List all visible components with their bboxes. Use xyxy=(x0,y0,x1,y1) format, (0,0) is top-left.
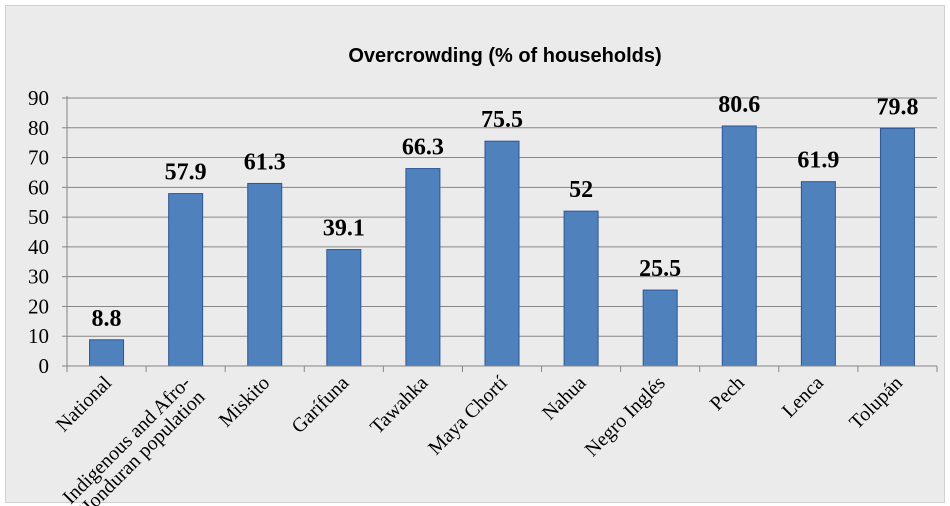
x-tick-label: Tawahka xyxy=(366,372,432,438)
y-tick-label: 0 xyxy=(39,354,50,378)
bar xyxy=(405,168,441,367)
y-tick-label: 40 xyxy=(28,235,49,259)
data-label: 79.8 xyxy=(876,94,918,120)
bar xyxy=(879,127,915,367)
bar xyxy=(168,193,204,367)
bar xyxy=(642,289,678,367)
data-label: 8.8 xyxy=(92,306,122,332)
y-tick-labels: 0 10 20 30 40 50 60 70 80 90 xyxy=(28,86,49,378)
data-label: 80.6 xyxy=(718,92,760,118)
x-tick-label: Nahua xyxy=(538,372,591,425)
data-label: 75.5 xyxy=(481,107,523,133)
y-tick-label: 70 xyxy=(28,146,49,170)
data-label: 61.3 xyxy=(244,149,286,175)
x-tick-label: Garífuna xyxy=(288,372,354,438)
data-label: 25.5 xyxy=(639,256,681,282)
x-tick-label: Maya Chortí xyxy=(424,372,512,460)
bar xyxy=(89,339,125,367)
data-label: 52 xyxy=(569,177,593,203)
y-tick-label: 50 xyxy=(28,205,49,229)
chart-title: Overcrowding (% of households) xyxy=(348,45,661,67)
bar xyxy=(247,182,283,367)
data-label: 57.9 xyxy=(165,160,207,186)
y-tick-label: 90 xyxy=(28,86,49,110)
bar xyxy=(484,140,520,367)
axes xyxy=(62,96,938,372)
data-label: 61.9 xyxy=(797,148,839,174)
y-tick-label: 10 xyxy=(28,324,49,348)
x-tick-label: Tolupán xyxy=(845,372,907,434)
data-label: 66.3 xyxy=(402,135,444,161)
x-tick-label: Negro Inglés xyxy=(581,372,670,461)
bar xyxy=(800,181,836,367)
data-label: 39.1 xyxy=(323,216,365,242)
bar xyxy=(326,249,362,367)
y-tick-label: 80 xyxy=(28,116,49,140)
chart-area xyxy=(5,5,945,503)
bars xyxy=(89,125,915,367)
x-tick-label: Pech xyxy=(706,372,749,415)
x-tick-label: National xyxy=(52,372,117,437)
y-tick-label: 60 xyxy=(28,175,49,199)
bar xyxy=(563,210,599,367)
y-tick-label: 30 xyxy=(28,265,49,289)
bar xyxy=(721,125,757,367)
y-tick-label: 20 xyxy=(28,294,49,318)
x-tick-label: Lenca xyxy=(778,372,828,422)
x-tick-label: Miskito xyxy=(215,372,275,432)
data-labels: 8.8 57.9 61.3 39.1 66.3 75.5 52 25.5 80.6 61.9 79.… xyxy=(92,92,919,332)
